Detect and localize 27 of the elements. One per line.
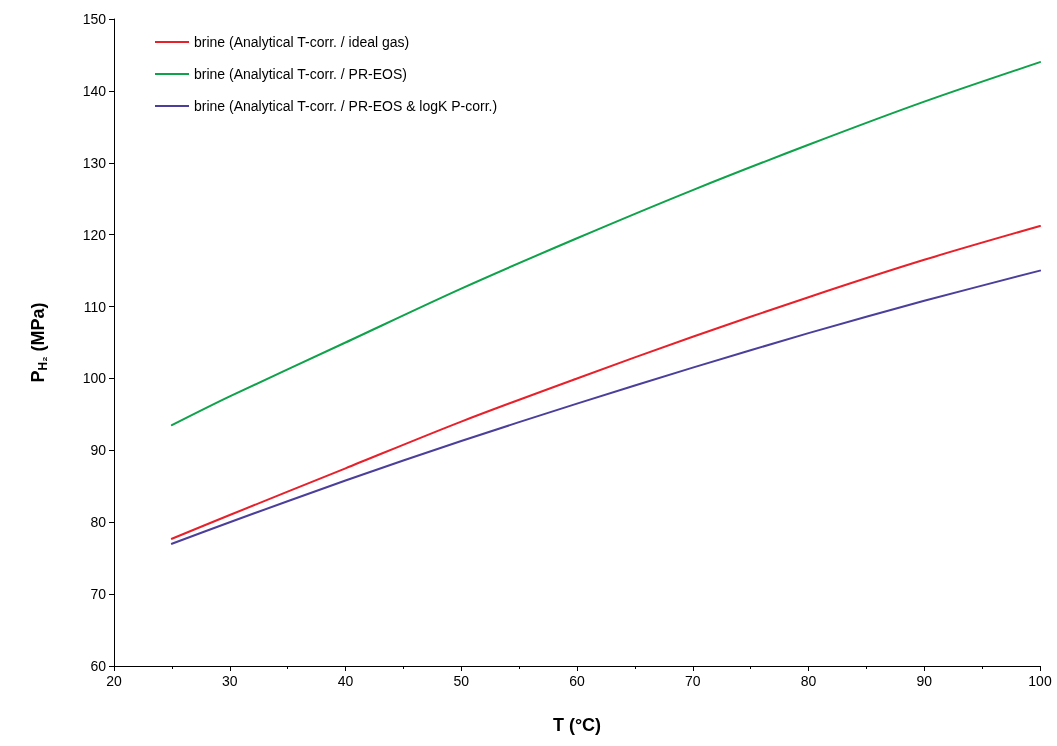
y-tick-label: 120 xyxy=(82,226,107,243)
legend-label: brine (Analytical T-corr. / PR-EOS) xyxy=(194,66,407,82)
y-tick-label: 90 xyxy=(90,442,107,459)
line-series xyxy=(170,61,1041,427)
y-tick-label: 100 xyxy=(82,370,107,387)
x-tick-label: 70 xyxy=(684,673,701,689)
y-tick-label: 110 xyxy=(83,298,107,315)
x-tick-label: 80 xyxy=(800,673,817,689)
legend-label: brine (Analytical T-corr. / PR-EOS & logK P-corr.) xyxy=(194,98,498,114)
y-tick-label: 80 xyxy=(90,514,107,531)
x-tick-label: 60 xyxy=(569,673,585,689)
y-tick-label: 140 xyxy=(82,82,107,99)
x-tick-label: 40 xyxy=(337,673,354,689)
y-axis-title: PH₂ (MPa) xyxy=(28,302,50,383)
y-tick-label: 60 xyxy=(90,658,107,674)
y-tick-label: 130 xyxy=(82,154,107,171)
line-series xyxy=(170,225,1041,540)
y-tick-label: 70 xyxy=(90,586,107,603)
line-series xyxy=(170,269,1041,545)
x-tick-label: 20 xyxy=(106,673,122,689)
x-tick-label: 100 xyxy=(1028,673,1052,689)
legend-label: brine (Analytical T-corr. / ideal gas) xyxy=(194,34,410,50)
x-tick-label: 50 xyxy=(453,673,470,689)
y-tick-label: 150 xyxy=(82,11,107,27)
x-axis-title: T (°C) xyxy=(552,715,602,735)
x-tick-label: 30 xyxy=(221,673,238,689)
x-tick-label: 90 xyxy=(916,673,933,689)
